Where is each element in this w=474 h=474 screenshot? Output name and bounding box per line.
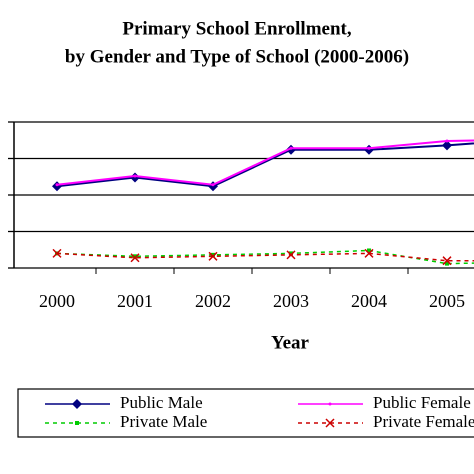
legend-label: Public Male: [120, 393, 203, 412]
marker: [325, 418, 335, 428]
marker: [55, 183, 59, 187]
legend-label: Private Male: [120, 412, 207, 431]
chart-title: Primary School Enrollment,: [122, 18, 351, 39]
x-axis-label: Year: [271, 332, 310, 353]
marker: [289, 251, 293, 256]
marker: [445, 139, 449, 143]
marker: [442, 140, 452, 151]
chart-subtitle: by Gender and Type of School (2000-2006): [65, 46, 409, 67]
marker: [364, 248, 374, 258]
marker: [328, 402, 332, 406]
legend-label: Public Female: [373, 393, 471, 412]
x-tick-label: 2000: [39, 291, 75, 311]
x-tick-label: 2003: [273, 291, 309, 311]
marker: [367, 146, 371, 150]
legend-label: Private Female: [373, 412, 474, 431]
marker: [130, 253, 140, 263]
x-tick-label: 2001: [117, 291, 153, 311]
x-tick-label: 2005: [429, 291, 465, 311]
marker: [211, 252, 215, 257]
x-tick-label: 2004: [351, 291, 387, 311]
marker: [289, 146, 293, 150]
x-tick-label: 2002: [195, 291, 231, 311]
marker: [72, 399, 82, 409]
series-line: [56, 142, 474, 188]
marker: [367, 248, 371, 253]
marker: [52, 248, 62, 258]
marker: [286, 250, 296, 260]
legend-box: [17, 388, 474, 438]
marker: [133, 174, 137, 178]
marker: [442, 256, 452, 266]
marker: [75, 421, 79, 425]
marker: [133, 254, 137, 259]
marker: [211, 183, 215, 187]
marker: [208, 251, 218, 261]
marker: [445, 261, 449, 266]
